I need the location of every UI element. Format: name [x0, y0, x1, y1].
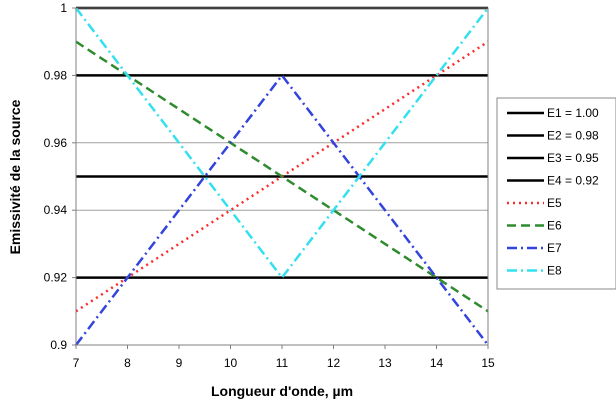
- legend-label: E5: [547, 196, 562, 210]
- y-tick-label: 0.98: [44, 68, 68, 82]
- x-axis-title: Longueur d'onde, µm: [211, 383, 353, 399]
- legend-label: E8: [547, 264, 562, 278]
- legend-label: E3 = 0.95: [547, 151, 599, 165]
- x-tick-label: 14: [430, 356, 444, 370]
- x-tick-label: 7: [73, 356, 80, 370]
- legend-label: E2 = 0.98: [547, 129, 599, 143]
- legend-label: E7: [547, 241, 562, 255]
- legend-box: [496, 97, 616, 290]
- legend-label: E4 = 0.92: [547, 174, 599, 188]
- y-tick-label: 0.96: [44, 136, 68, 150]
- legend: E1 = 1.00 E2 = 0.98 E3 = 0.95 E4 = 0.92 E5 E6…: [496, 97, 616, 290]
- x-tick-label: 9: [176, 356, 183, 370]
- x-tick-label: 15: [481, 356, 495, 370]
- series-line-e6: [75, 40, 489, 313]
- legend-label: E6: [547, 219, 562, 233]
- legend-entries: E1 = 1.00 E2 = 0.98 E3 = 0.95 E4 = 0.92 E5 E6…: [507, 106, 599, 278]
- x-tick-label: 10: [224, 356, 238, 370]
- y-tick-label: 0.92: [44, 271, 68, 285]
- x-tick-label: 11: [276, 356, 289, 370]
- y-tick-labels: 0.9 0.92 0.94 0.96 0.98 1: [44, 1, 76, 352]
- y-axis-title: Emissivité de la source: [7, 99, 23, 254]
- series-line-e7: [75, 74, 489, 346]
- x-tick-labels: 7 8 9 10 11 12 13 14 15: [73, 345, 495, 370]
- y-tick-label: 1: [60, 1, 67, 15]
- x-tick-label: 8: [124, 356, 131, 370]
- x-tick-label: 13: [378, 356, 392, 370]
- y-tick-label: 0.94: [44, 203, 68, 217]
- legend-label: E1 = 1.00: [547, 106, 599, 120]
- y-tick-label: 0.9: [50, 338, 67, 352]
- series-line-e8: [75, 7, 489, 279]
- x-tick-label: 12: [327, 356, 341, 370]
